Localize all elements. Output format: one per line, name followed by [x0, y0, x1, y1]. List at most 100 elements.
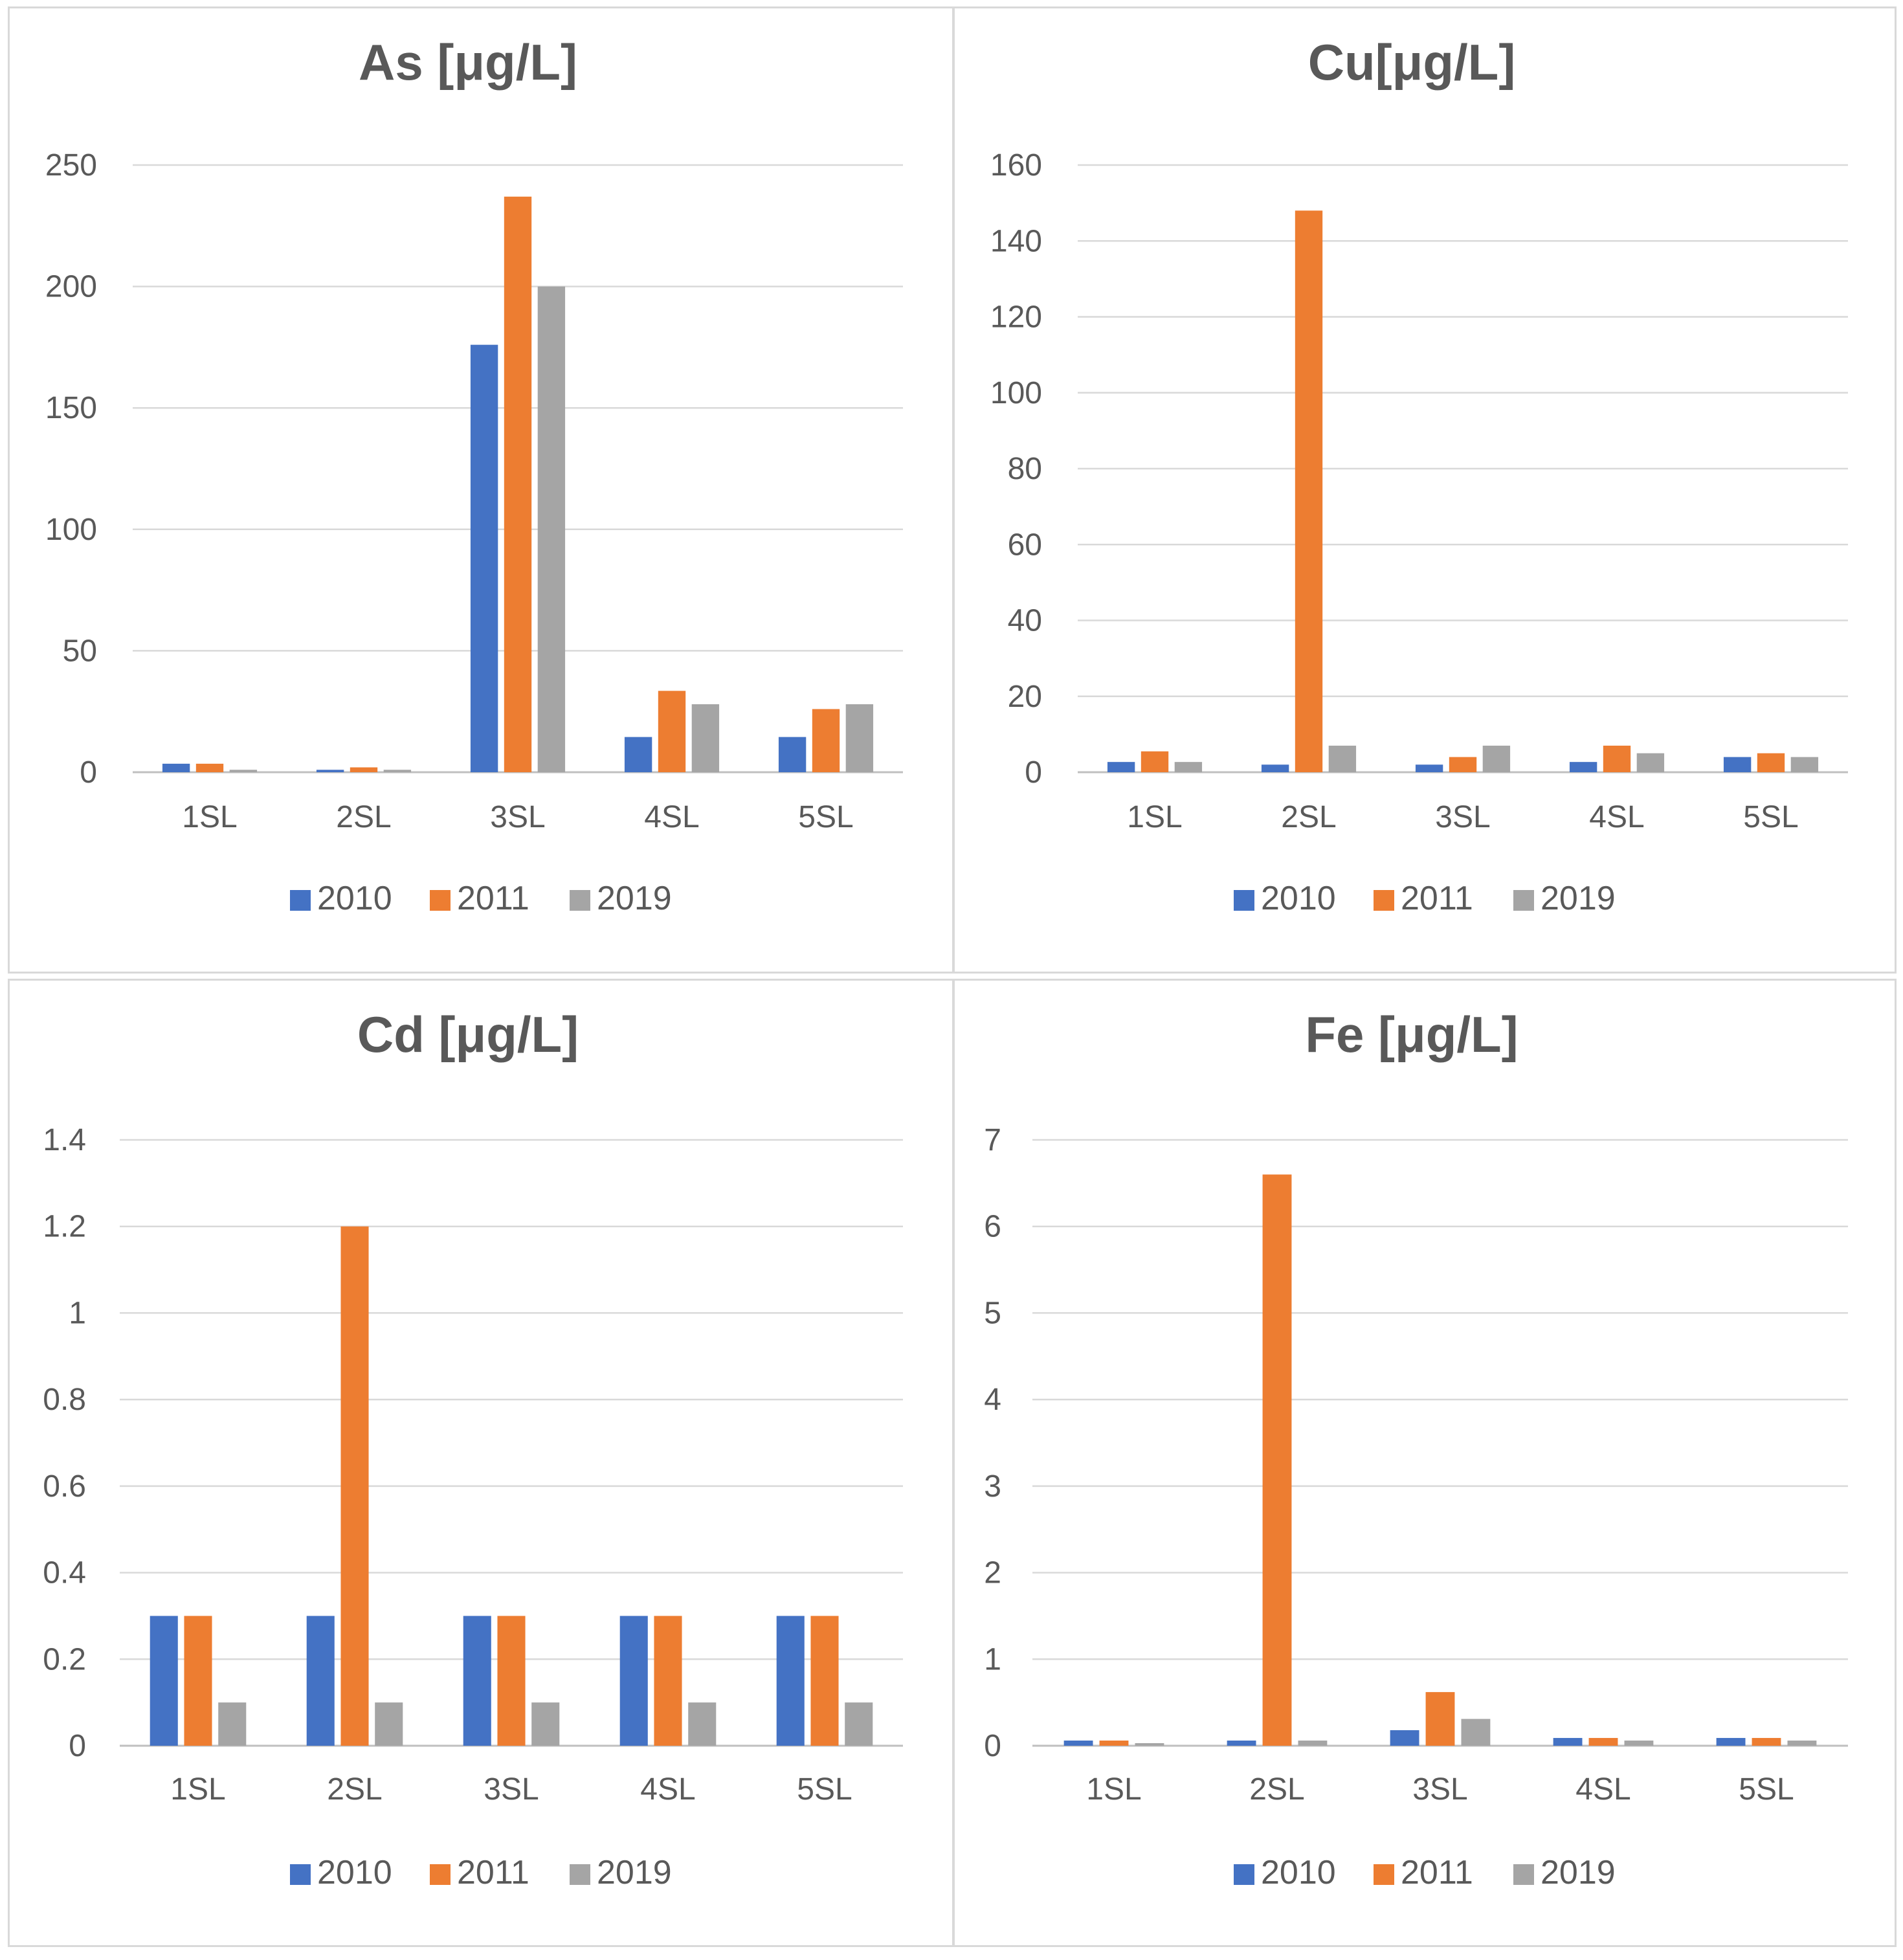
- cd-bar-2011-3SL: [497, 1616, 526, 1746]
- cu-x-tick-label: 4SL: [1589, 800, 1644, 834]
- cu-bar-2019-2SL: [1328, 745, 1357, 772]
- cu-y-tick-label: 160: [990, 148, 1042, 183]
- cu-bar-2011-5SL: [1757, 753, 1785, 772]
- cd-bar-2010-4SL: [619, 1616, 648, 1746]
- cu-bar-2019-4SL: [1636, 753, 1665, 772]
- cu-chart-title: Cu[μg/L]: [1308, 34, 1516, 91]
- fe-legend-label-2010: 2010: [1261, 1854, 1336, 1891]
- cu-y-tick-label: 120: [990, 300, 1042, 335]
- fe-y-tick-label: 0: [984, 1729, 1001, 1763]
- cd-bar-2010-1SL: [150, 1616, 178, 1746]
- as-x-tick-label: 1SL: [182, 800, 237, 834]
- cd-y-tick-label: 1.4: [43, 1123, 86, 1157]
- as-legend-swatch-2010: [290, 890, 311, 911]
- cu-bar-2019-3SL: [1482, 745, 1511, 772]
- cd-y-tick-label: 0.4: [43, 1556, 86, 1590]
- cu-x-tick-label: 5SL: [1743, 800, 1798, 834]
- fe-x-tick-label: 4SL: [1575, 1772, 1630, 1807]
- cu-bar-2019-5SL: [1790, 757, 1819, 772]
- fe-y-tick-label: 2: [984, 1556, 1001, 1590]
- fe-bar-2019-2SL: [1298, 1740, 1328, 1746]
- cd-chart-title: Cd [μg/L]: [357, 1006, 579, 1063]
- cu-bar-2011-2SL: [1295, 210, 1323, 773]
- fe-bar-2019-1SL: [1135, 1743, 1164, 1746]
- chart-panel-cd: Cd [μg/L] 0 0.2 0.4 0.6 0.8 1 1.2 1.4 1SL 2SL 3SL 4S…: [8, 979, 954, 1947]
- as-bar-2011-4SL: [658, 691, 686, 772]
- cu-bar-2011-1SL: [1141, 751, 1169, 772]
- cd-y-tick-label: 0.2: [43, 1642, 86, 1676]
- cd-bar-2019-4SL: [688, 1702, 717, 1746]
- fe-y-tick-label: 1: [984, 1642, 1001, 1676]
- cd-x-tick-label: 5SL: [797, 1772, 852, 1807]
- fe-legend-swatch-2011: [1374, 1864, 1394, 1885]
- cd-legend-swatch-2011: [430, 1864, 451, 1885]
- cd-legend-swatch-2019: [570, 1864, 590, 1885]
- cd-bar-2011-2SL: [340, 1226, 369, 1746]
- cu-legend-swatch-2010: [1234, 890, 1254, 911]
- cd-bar-2011-4SL: [654, 1616, 682, 1746]
- as-bar-2011-2SL: [350, 767, 378, 772]
- cu-bar-2010-1SL: [1107, 762, 1135, 772]
- chart-panel-cu: Cu[μg/L] 0 20 40 60 80 100 120 140 160 1SL 2SL 3SL 4S…: [953, 6, 1897, 974]
- fe-bar-2019-4SL: [1624, 1740, 1654, 1746]
- cd-y-tick-label: 0: [69, 1729, 86, 1763]
- cu-legend-label-2011: 2011: [1401, 880, 1473, 917]
- cu-x-tick-label: 1SL: [1127, 800, 1182, 834]
- cu-y-tick-label: 40: [1008, 604, 1042, 638]
- as-y-tick-label: 0: [80, 755, 97, 790]
- as-chart-title: As [μg/L]: [359, 34, 577, 91]
- as-y-tick-label: 50: [63, 634, 97, 668]
- cd-bar-2010-3SL: [463, 1616, 491, 1746]
- cu-bar-2010-2SL: [1261, 764, 1289, 772]
- fe-bar-2011-2SL: [1262, 1174, 1292, 1746]
- cd-bar-2019-3SL: [531, 1702, 560, 1746]
- cd-bar-2010-2SL: [306, 1616, 335, 1746]
- cu-legend-label-2019: 2019: [1541, 880, 1616, 917]
- chart-panel-fe: Fe [μg/L] 0 1 2 3 4 5 6 7 1SL 2SL 3SL 4SL 5SL 2010 2011…: [953, 979, 1897, 1947]
- as-bar-2019-5SL: [845, 704, 874, 772]
- as-bar-2019-3SL: [537, 286, 566, 773]
- cu-legend-swatch-2011: [1374, 890, 1394, 911]
- as-legend-label-2019: 2019: [597, 880, 672, 917]
- cd-bar-2011-5SL: [810, 1616, 839, 1746]
- fe-x-tick-label: 3SL: [1412, 1772, 1467, 1807]
- cu-bar-2010-3SL: [1415, 764, 1443, 772]
- cu-bar-2010-5SL: [1723, 757, 1752, 772]
- fe-y-tick-label: 4: [984, 1383, 1001, 1417]
- cu-y-tick-label: 20: [1008, 680, 1042, 714]
- fe-x-tick-label: 5SL: [1739, 1772, 1794, 1807]
- fe-bar-2011-3SL: [1425, 1692, 1455, 1746]
- as-bar-2019-4SL: [691, 704, 720, 772]
- cd-bar-2019-1SL: [218, 1702, 247, 1746]
- fe-legend-swatch-2010: [1234, 1864, 1254, 1885]
- cu-chart: Cu[μg/L] 0 20 40 60 80 100 120 140 160 1SL 2SL 3SL 4S…: [990, 34, 1848, 917]
- fe-x-tick-label: 1SL: [1086, 1772, 1141, 1807]
- as-bar-2010-3SL: [470, 344, 498, 772]
- as-y-tick-label: 200: [45, 270, 97, 304]
- cd-legend-swatch-2010: [290, 1864, 311, 1885]
- as-bar-2019-1SL: [229, 770, 258, 772]
- cd-bar-2019-2SL: [375, 1702, 403, 1746]
- fe-bar-2010-1SL: [1063, 1740, 1093, 1746]
- as-legend-label-2011: 2011: [457, 880, 529, 917]
- as-legend-label-2010: 2010: [317, 880, 392, 917]
- as-bar-2010-4SL: [624, 737, 652, 772]
- as-bar-2011-1SL: [195, 763, 224, 772]
- cu-y-tick-label: 60: [1008, 528, 1042, 562]
- cd-legend-label-2010: 2010: [317, 1854, 392, 1891]
- cd-x-tick-label: 1SL: [170, 1772, 225, 1807]
- cd-x-tick-label: 2SL: [327, 1772, 382, 1807]
- cd-bar-2011-1SL: [184, 1616, 212, 1746]
- fe-bar-2019-3SL: [1461, 1719, 1491, 1746]
- as-x-tick-label: 3SL: [490, 800, 545, 834]
- cu-bar-2011-3SL: [1449, 757, 1477, 772]
- cu-y-tick-label: 140: [990, 224, 1042, 258]
- fe-legend-label-2011: 2011: [1401, 1854, 1473, 1891]
- fe-y-tick-label: 5: [984, 1296, 1001, 1330]
- fe-bar-2011-1SL: [1099, 1740, 1129, 1746]
- cd-x-tick-label: 4SL: [640, 1772, 695, 1807]
- cu-legend-label-2010: 2010: [1261, 880, 1336, 917]
- as-y-tick-label: 250: [45, 148, 97, 183]
- fe-legend-label-2019: 2019: [1541, 1854, 1616, 1891]
